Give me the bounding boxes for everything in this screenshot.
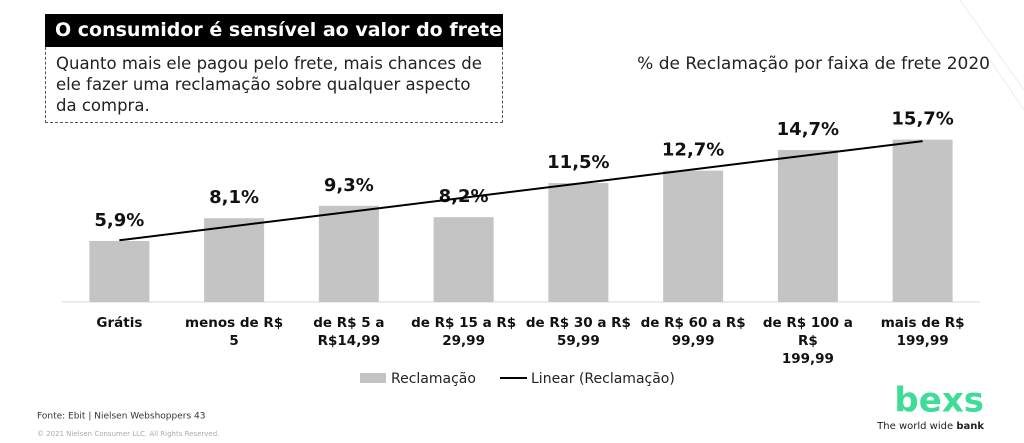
decor-line	[959, 0, 1024, 91]
bar	[204, 218, 265, 302]
value-label: 5,9%	[94, 210, 144, 231]
value-label: 12,7%	[662, 140, 724, 161]
tagline: The world wide bank	[876, 421, 984, 432]
trendline	[119, 140, 923, 242]
bar	[892, 139, 953, 302]
copyright: © 2021 Nielsen Consumer LLC. All Rights …	[37, 430, 219, 438]
bar	[548, 183, 609, 302]
bar	[318, 205, 379, 302]
value-label: 8,2%	[439, 186, 489, 207]
value-label: 15,7%	[891, 109, 953, 130]
legend-label: Linear (Reclamação)	[531, 371, 675, 387]
x-tick-label: de R$ 15 a R$ 29,99	[411, 315, 517, 349]
x-tick-label: de R$ 60 a R$ 99,99	[640, 315, 746, 349]
x-tick-label: de R$ 5 a R$14,99	[313, 315, 385, 349]
tagline-text: The world wide	[876, 421, 956, 432]
bar	[89, 240, 150, 302]
source: Fonte: Ebit | Nielsen Webshoppers 43	[37, 412, 205, 422]
value-label: 9,3%	[324, 175, 374, 196]
x-tick-label: menos de R$ 5	[185, 315, 284, 349]
x-tick-label: de R$ 100 a R$ 199,99	[762, 315, 853, 367]
legend-swatch	[360, 373, 386, 383]
decor	[959, 0, 1024, 111]
chart-title: % de Reclamação por faixa de frete 2020	[637, 54, 990, 74]
bar	[433, 217, 494, 302]
value-label: 14,7%	[777, 119, 839, 140]
x-tick-label: mais de R$ 199,99	[880, 315, 965, 349]
x-tick-label: de R$ 30 a R$ 59,99	[525, 315, 631, 349]
header-title: O consumidor é sensível ao valor do fret…	[45, 14, 503, 47]
logo: bexs	[894, 381, 984, 421]
bar	[663, 170, 724, 302]
x-tick-label: Grátis	[96, 315, 143, 331]
tagline-bold: bank	[956, 421, 984, 432]
value-label: 8,1%	[209, 187, 259, 208]
legend-label: Reclamação	[391, 371, 476, 387]
subtitle: Quanto mais ele pagou pelo frete, mais c…	[45, 47, 503, 123]
value-label: 11,5%	[547, 152, 609, 173]
decor-line	[989, 59, 1024, 111]
bar	[777, 149, 838, 302]
